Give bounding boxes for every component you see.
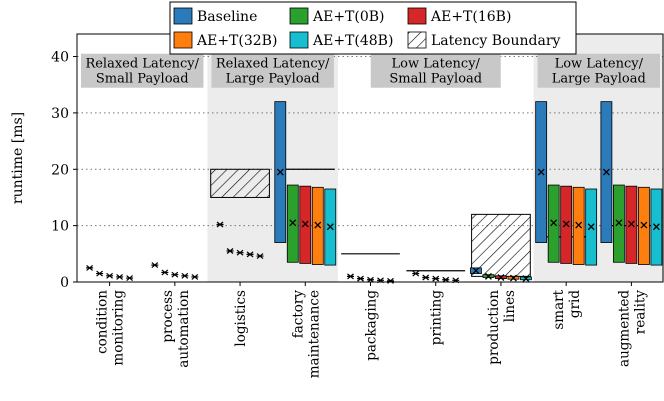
x-tick-labels: condition monitoring process automation logi… bbox=[95, 282, 648, 378]
x-tick-label-1-1: automation bbox=[176, 290, 192, 368]
box-mean-8-ae0 bbox=[615, 219, 623, 227]
box-mean-3-baseline bbox=[276, 168, 284, 176]
box-mean-7-baseline bbox=[537, 168, 545, 176]
legend-label-ae0: AE+T(0B) bbox=[312, 9, 385, 25]
y-tick-label-40: 40 bbox=[51, 50, 69, 66]
x-tick-label-4-0: packaging bbox=[364, 290, 380, 361]
marker-1-ae16 bbox=[171, 271, 179, 278]
marker-4-baseline bbox=[347, 273, 354, 280]
x-tick-label-5-0: printing bbox=[429, 290, 445, 346]
box-mean-6-ae32 bbox=[509, 274, 517, 282]
legend-label-boundary: Latency Boundary bbox=[431, 33, 561, 49]
box-mean-7-ae16 bbox=[562, 220, 570, 228]
box-mean-6-ae16 bbox=[497, 274, 505, 281]
latency-boundary-2 bbox=[210, 168, 270, 198]
region-label-bg-1 bbox=[211, 53, 334, 88]
marker-2-ae0 bbox=[226, 248, 234, 254]
marker-1-ae0 bbox=[161, 269, 169, 276]
box-mean-3-ae16 bbox=[301, 220, 309, 228]
legend-swatch-ae32 bbox=[173, 31, 193, 49]
box-mean-6-ae0 bbox=[484, 272, 492, 280]
box-mean-7-ae32 bbox=[575, 221, 583, 229]
marker-4-ae16 bbox=[367, 276, 374, 283]
marker-0-ae16 bbox=[106, 272, 114, 279]
marker-4-ae0 bbox=[357, 275, 364, 282]
y-axis-label: runtime [ms] bbox=[10, 112, 26, 204]
region-label-2-1: Small Payload bbox=[389, 72, 482, 87]
marker-0-ae48 bbox=[126, 275, 134, 282]
runtime-boxes bbox=[274, 101, 663, 283]
x-tick-label-8-1: reality bbox=[632, 290, 648, 335]
marker-1-ae48 bbox=[191, 273, 199, 280]
region-label-2-0: Low Latency/ bbox=[392, 57, 481, 72]
region-label-bg-0 bbox=[81, 53, 204, 88]
region-label-3-0: Low Latency/ bbox=[555, 57, 644, 72]
region-label-bg-3 bbox=[537, 53, 660, 88]
box-mean-7-ae0 bbox=[550, 219, 558, 227]
legend-label-baseline: Baseline bbox=[197, 9, 257, 25]
x-tick-label-6-0: production bbox=[486, 290, 502, 365]
marker-4-ae48 bbox=[387, 277, 394, 284]
y-tick-label-20: 20 bbox=[51, 162, 69, 178]
box-mean-8-ae48 bbox=[652, 223, 660, 231]
x-tick-label-6-1: lines bbox=[502, 290, 518, 322]
region-label-0-1: Small Payload bbox=[96, 72, 189, 87]
box-mean-7-ae48 bbox=[587, 223, 595, 231]
marker-0-baseline bbox=[86, 264, 94, 271]
x-tick-label-3-1: maintenance bbox=[306, 290, 322, 378]
legend-label-ae32: AE+T(32B) bbox=[196, 33, 277, 49]
legend-label-ae16: AE+T(16B) bbox=[430, 9, 511, 25]
box-mean-3-ae32 bbox=[314, 221, 322, 229]
region-label-bg-2 bbox=[370, 53, 501, 88]
marker-1-baseline bbox=[151, 262, 159, 269]
legend-swatch-boundary bbox=[407, 31, 427, 49]
x-tick-label-2-0: logistics bbox=[233, 290, 249, 347]
x-tick-label-0-1: monitoring bbox=[111, 290, 127, 366]
box-mean-8-ae32 bbox=[640, 221, 648, 229]
box-mean-3-ae48 bbox=[326, 223, 334, 231]
runtime-markers bbox=[86, 221, 460, 284]
marker-5-ae16 bbox=[432, 275, 440, 282]
latency-boundary-6 bbox=[471, 213, 531, 277]
box-mean-6-baseline bbox=[472, 267, 480, 275]
x-tick-label-7-0: smart bbox=[551, 289, 567, 329]
latency-boundaries bbox=[210, 168, 661, 277]
box-mean-8-ae16 bbox=[627, 220, 635, 228]
region-label-3-1: Large Payload bbox=[552, 72, 646, 87]
marker-2-ae16 bbox=[236, 249, 244, 256]
y-tick-label-30: 30 bbox=[51, 106, 69, 122]
legend-label-ae48: AE+T(48B) bbox=[312, 33, 393, 49]
marker-5-ae32 bbox=[442, 276, 450, 283]
grid-lines bbox=[77, 56, 664, 227]
region-label-1-1: Large Payload bbox=[226, 72, 320, 87]
legend-swatch-baseline bbox=[173, 7, 193, 25]
x-tick-label-0-0: condition bbox=[95, 290, 111, 354]
marker-5-ae0 bbox=[422, 274, 430, 281]
y-tick-label-10: 10 bbox=[51, 219, 69, 235]
x-tick-label-7-1: grid bbox=[567, 290, 583, 318]
y-tick-label-0: 0 bbox=[60, 275, 69, 291]
legend-swatch-ae16 bbox=[407, 7, 427, 25]
region-label-1-0: Relaxed Latency/ bbox=[216, 57, 330, 72]
box-mean-3-ae0 bbox=[289, 219, 297, 227]
marker-1-ae32 bbox=[181, 272, 189, 279]
marker-5-baseline bbox=[412, 270, 420, 277]
x-tick-label-8-0: augmented bbox=[616, 290, 632, 367]
marker-2-ae48 bbox=[256, 253, 264, 260]
legend: Baseline AE+T(0B) AE+T(16B) AE+T(32B) AE+T(4… bbox=[169, 1, 577, 55]
marker-2-ae32 bbox=[246, 251, 254, 258]
legend-box bbox=[169, 1, 577, 55]
marker-0-ae0 bbox=[96, 270, 104, 277]
x-tick-label-3-0: factory bbox=[290, 290, 306, 339]
box-mean-8-baseline bbox=[602, 168, 610, 176]
legend-swatch-ae48 bbox=[289, 31, 309, 49]
marker-2-baseline bbox=[216, 221, 224, 228]
box-mean-6-ae48 bbox=[522, 275, 530, 283]
marker-0-ae32 bbox=[116, 273, 124, 280]
x-tick-label-1-0: process bbox=[160, 290, 176, 343]
region-label-0-0: Relaxed Latency/ bbox=[85, 57, 199, 72]
legend-swatch-ae0 bbox=[289, 7, 309, 25]
